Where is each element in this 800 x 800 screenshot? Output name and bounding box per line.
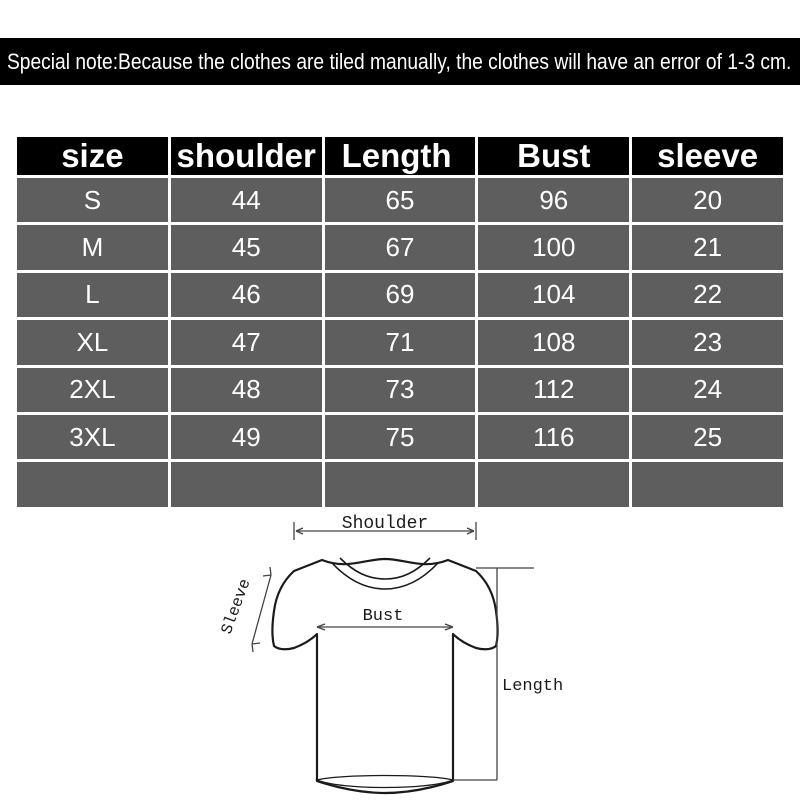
svg-text:Shoulder: Shoulder xyxy=(342,514,428,534)
svg-text:Length: Length xyxy=(502,677,563,696)
svg-text:Bust: Bust xyxy=(363,607,404,626)
svg-text:Sleeve: Sleeve xyxy=(218,576,255,636)
